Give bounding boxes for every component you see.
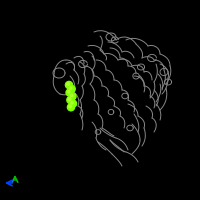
Circle shape — [68, 98, 71, 100]
Circle shape — [67, 96, 74, 104]
Circle shape — [70, 94, 73, 97]
Circle shape — [69, 93, 76, 100]
Circle shape — [67, 104, 75, 111]
Circle shape — [65, 81, 73, 89]
Circle shape — [67, 83, 69, 85]
Circle shape — [66, 89, 73, 96]
Circle shape — [71, 101, 73, 104]
Circle shape — [69, 87, 72, 89]
Circle shape — [69, 105, 71, 108]
Circle shape — [67, 90, 70, 93]
Circle shape — [68, 85, 75, 93]
Circle shape — [69, 100, 77, 107]
